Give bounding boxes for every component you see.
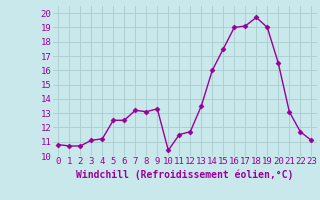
X-axis label: Windchill (Refroidissement éolien,°C): Windchill (Refroidissement éolien,°C) bbox=[76, 169, 293, 180]
